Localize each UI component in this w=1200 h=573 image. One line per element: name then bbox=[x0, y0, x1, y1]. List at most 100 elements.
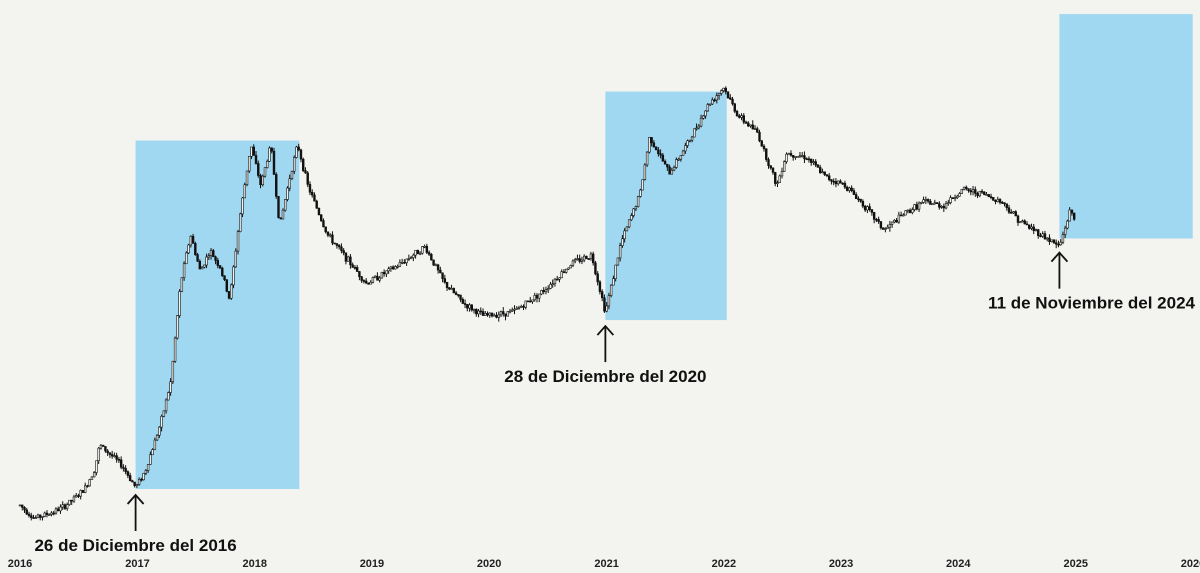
candle bbox=[859, 198, 862, 203]
candle bbox=[36, 513, 40, 519]
candle bbox=[978, 190, 981, 198]
candle-body bbox=[207, 255, 211, 258]
candle-body bbox=[1030, 226, 1033, 229]
candle-body bbox=[351, 264, 354, 268]
candle bbox=[535, 293, 539, 303]
candle bbox=[245, 170, 249, 187]
candle-body bbox=[322, 220, 325, 228]
candle bbox=[1066, 219, 1069, 230]
candle bbox=[119, 456, 123, 470]
candle bbox=[176, 315, 179, 340]
candle bbox=[443, 274, 447, 284]
price-series bbox=[18, 86, 1076, 521]
candle-body bbox=[153, 439, 157, 450]
candle-body bbox=[68, 499, 71, 505]
candle bbox=[106, 449, 109, 456]
candle-body bbox=[551, 283, 554, 286]
candle-body bbox=[711, 99, 714, 105]
candle bbox=[652, 140, 656, 148]
candle bbox=[994, 199, 997, 205]
candle-body bbox=[580, 259, 584, 262]
candle bbox=[502, 307, 505, 317]
candle-body bbox=[243, 184, 246, 199]
candle bbox=[302, 157, 305, 173]
candle bbox=[432, 259, 435, 266]
candle bbox=[661, 152, 665, 162]
candle bbox=[421, 246, 424, 255]
candle-body bbox=[659, 153, 662, 156]
candle-body bbox=[845, 186, 849, 191]
candle bbox=[232, 265, 235, 289]
x-tick-label: 2018 bbox=[242, 558, 266, 570]
candle-body bbox=[137, 479, 141, 485]
candle-body bbox=[160, 415, 163, 428]
candle-body bbox=[191, 235, 195, 244]
candle bbox=[382, 269, 386, 277]
candle bbox=[1028, 224, 1031, 230]
candle bbox=[317, 207, 321, 216]
candle bbox=[86, 484, 89, 488]
candle bbox=[124, 465, 127, 475]
candle-body bbox=[717, 93, 721, 96]
candle-body bbox=[814, 161, 817, 166]
candle bbox=[90, 476, 94, 480]
candle bbox=[654, 146, 658, 151]
candle-body bbox=[931, 203, 934, 206]
candle-body bbox=[396, 266, 399, 268]
candle bbox=[612, 275, 615, 286]
candle-body bbox=[897, 214, 901, 223]
candle bbox=[587, 258, 590, 260]
candle bbox=[531, 299, 534, 304]
candle bbox=[81, 490, 85, 493]
candle-body bbox=[436, 264, 440, 271]
candle bbox=[679, 155, 683, 162]
candle bbox=[827, 173, 831, 182]
candle-body bbox=[443, 278, 447, 283]
candle bbox=[122, 464, 125, 472]
candle bbox=[785, 152, 788, 164]
candle bbox=[594, 260, 597, 276]
candle bbox=[762, 144, 766, 152]
candle bbox=[21, 504, 24, 511]
candle-body bbox=[899, 214, 903, 217]
candle bbox=[387, 266, 390, 274]
candle-body bbox=[430, 253, 433, 261]
candle-body bbox=[913, 204, 916, 210]
candle-body bbox=[1041, 233, 1044, 237]
candle-body bbox=[414, 249, 417, 256]
candle-body bbox=[335, 243, 339, 246]
candle bbox=[807, 156, 811, 163]
candle-body bbox=[841, 182, 844, 185]
candle bbox=[25, 507, 28, 515]
candle bbox=[848, 186, 851, 193]
candle bbox=[185, 251, 188, 265]
candle-body bbox=[158, 426, 161, 436]
x-tick-label: 2024 bbox=[946, 558, 971, 570]
candle-body bbox=[796, 156, 799, 158]
candle-body bbox=[378, 277, 381, 281]
candle bbox=[897, 211, 901, 224]
candle bbox=[893, 219, 896, 224]
candle-body bbox=[275, 174, 278, 197]
candle bbox=[540, 289, 543, 296]
candle-body bbox=[326, 231, 330, 236]
arrow-head-icon bbox=[126, 493, 145, 505]
candle-body bbox=[155, 435, 159, 441]
candle-body bbox=[164, 399, 168, 412]
candle-body bbox=[652, 142, 656, 148]
candle-body bbox=[194, 243, 197, 255]
candle-body bbox=[180, 277, 184, 292]
candle bbox=[704, 110, 707, 119]
candle-body bbox=[131, 480, 134, 483]
candle bbox=[223, 275, 226, 282]
candle-body bbox=[670, 169, 674, 175]
candle-body bbox=[708, 103, 712, 106]
candle bbox=[97, 446, 100, 465]
candle bbox=[88, 478, 91, 487]
candle-body bbox=[299, 149, 303, 160]
candle bbox=[805, 157, 808, 161]
candle-body bbox=[394, 266, 397, 270]
candle-body bbox=[502, 311, 505, 315]
candle bbox=[720, 89, 723, 96]
candle-body bbox=[490, 312, 494, 317]
